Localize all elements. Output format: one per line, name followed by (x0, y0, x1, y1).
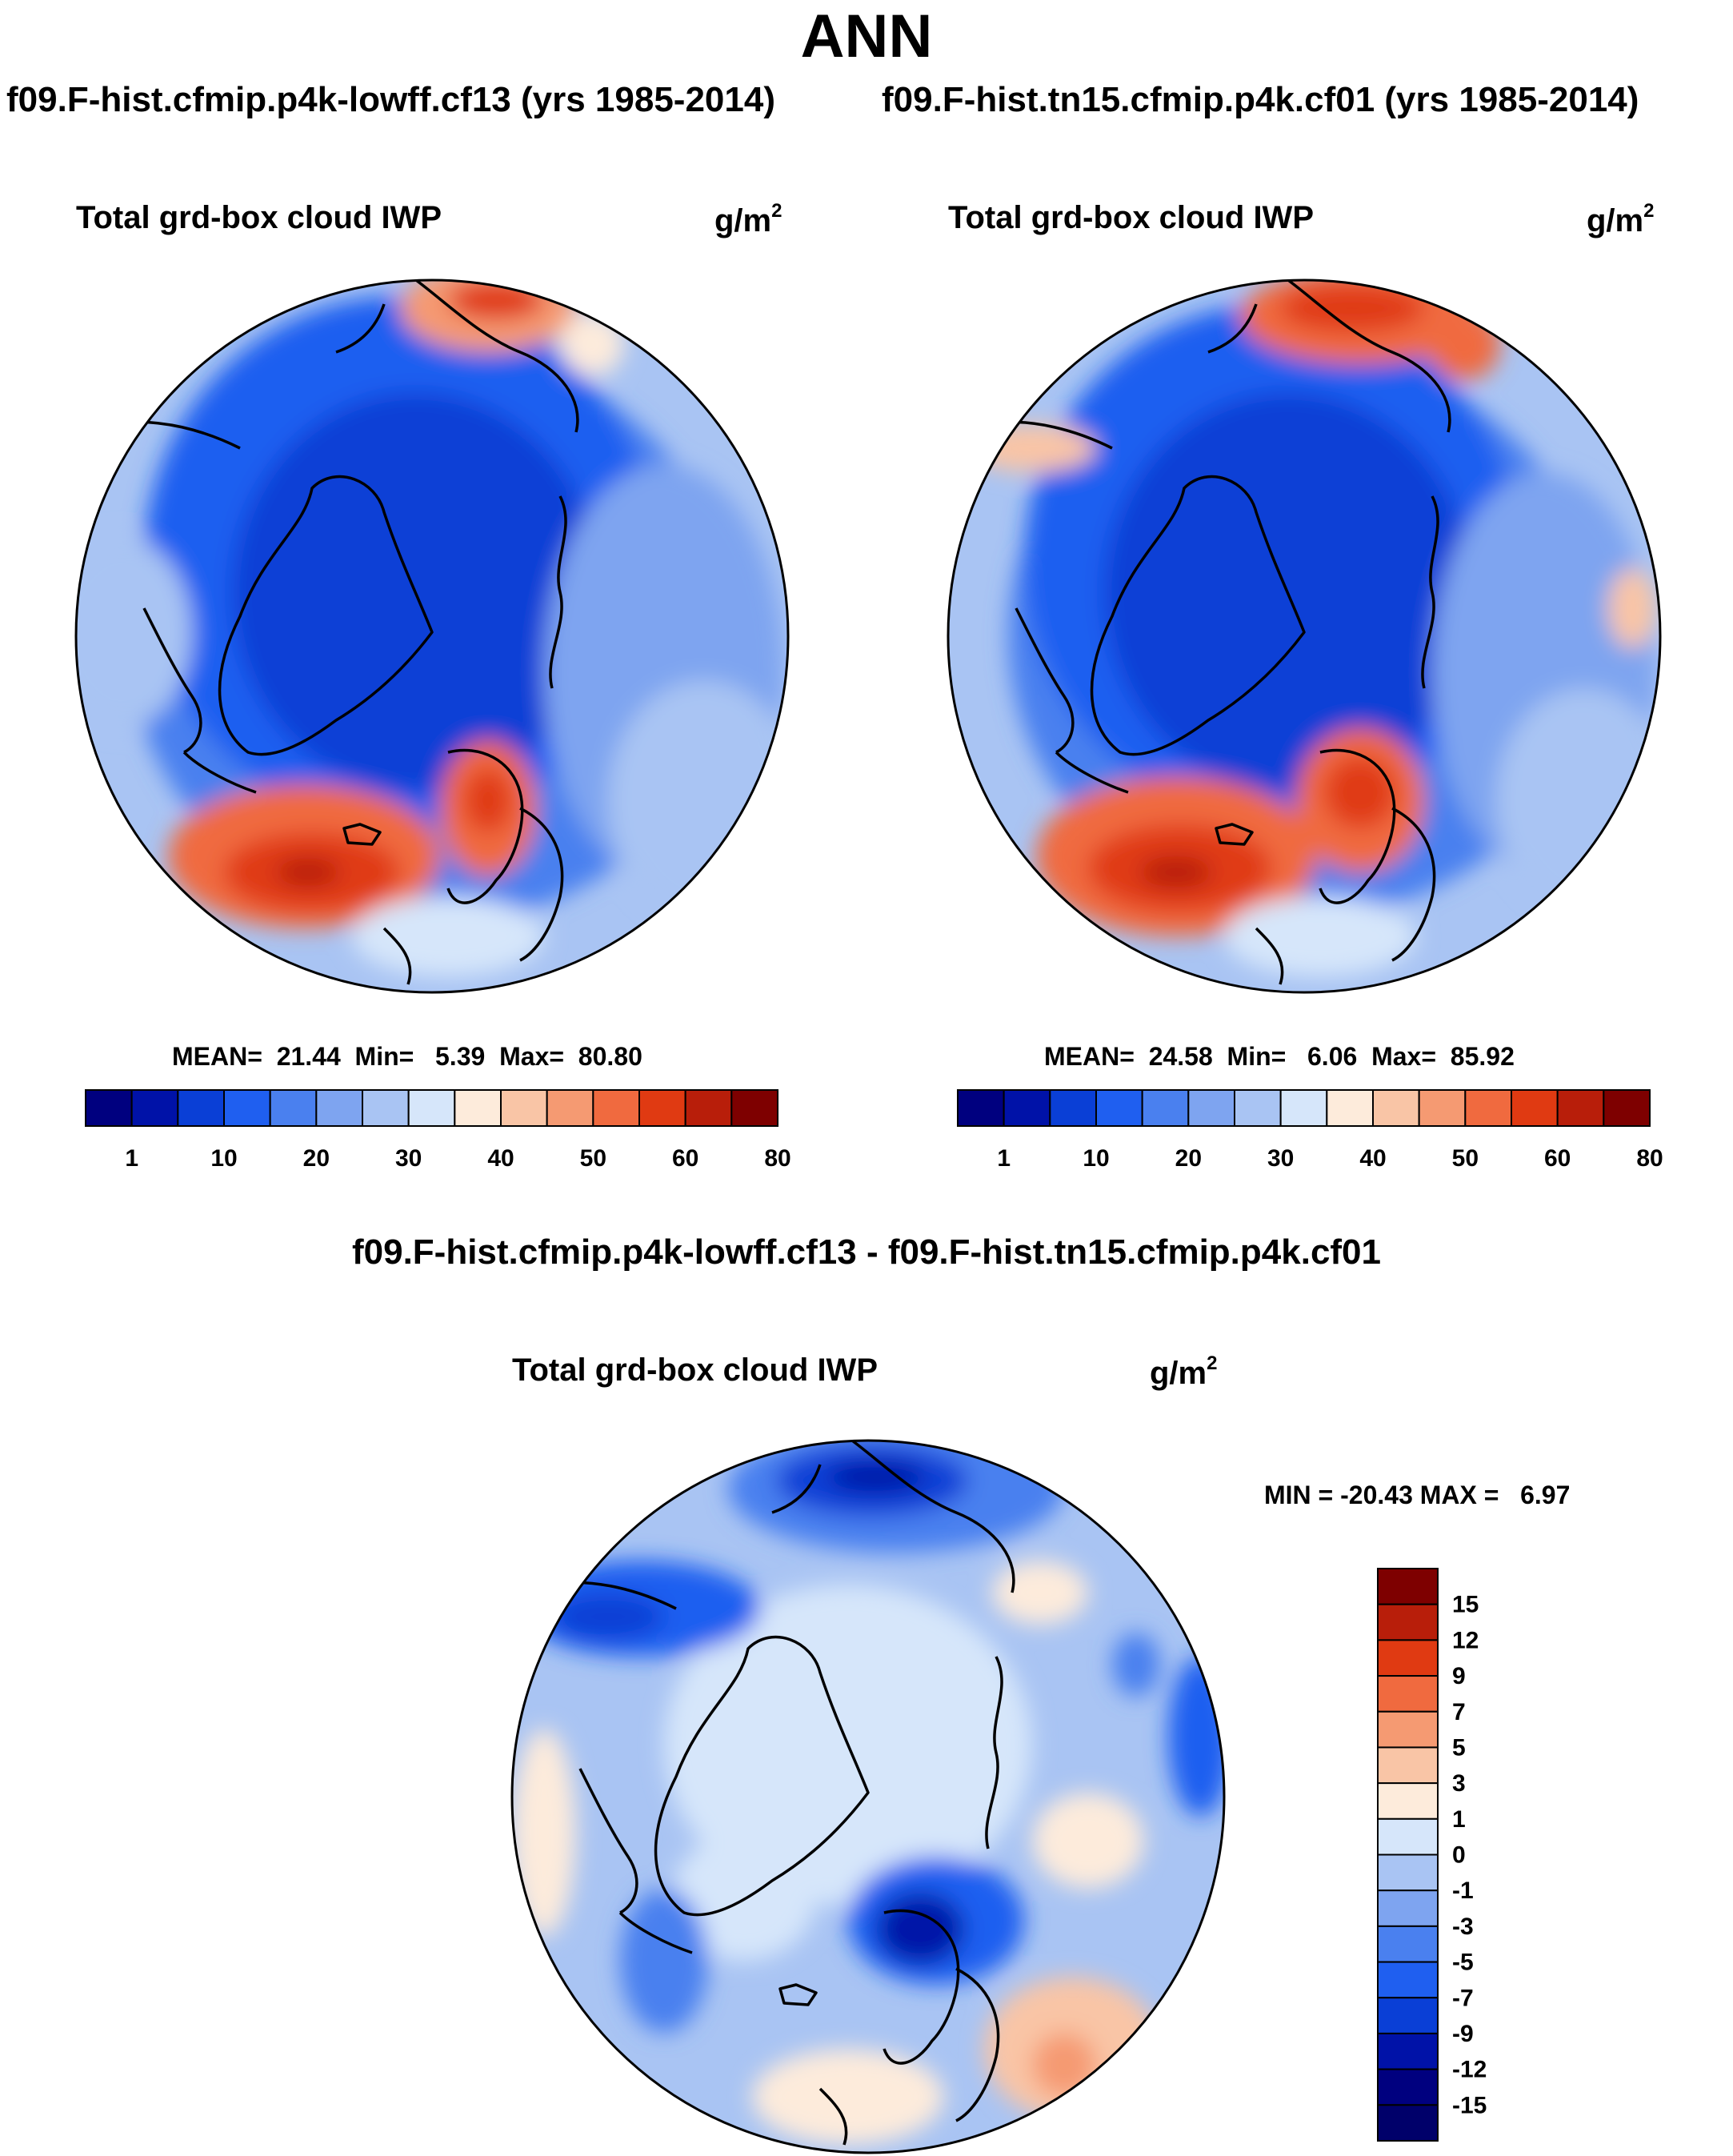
diff-colorbar: 15 12 9 7 5 3 1 0 -1 -3 -5 -7 -9 -12 -15 (1377, 1568, 1487, 2142)
colorbar-box (957, 1089, 1005, 1127)
colorbar-box (1377, 1890, 1439, 1927)
colorbar-box (1377, 2104, 1439, 2142)
colorbar-box (1187, 1089, 1236, 1127)
colorbar-box (1418, 1089, 1467, 1127)
colorbar-box (315, 1089, 364, 1127)
colorbar-tick-label: 40 (487, 1145, 514, 1172)
figure-title: ANN (800, 2, 933, 70)
colorbar-box (1603, 1089, 1651, 1127)
colorbar-box (1377, 1746, 1439, 1785)
colorbar-tick-label: 15 (1452, 1592, 1479, 1618)
diff-stats: MIN = -20.43 MAX = 6.97 (1264, 1481, 1571, 1509)
case1-variable-title: Total grd-box cloud IWP (76, 200, 442, 235)
case2-title: f09.F-hist.tn15.cfmip.p4k.cf01 (yrs 1985… (882, 80, 1639, 119)
colorbar-box (1372, 1089, 1420, 1127)
colorbar-box (1326, 1089, 1375, 1127)
colorbar-box (546, 1089, 594, 1127)
colorbar-tick-label: -12 (1452, 2057, 1487, 2083)
colorbar-box (269, 1089, 318, 1127)
colorbar-box (592, 1089, 640, 1127)
colorbar-box (1377, 1997, 1439, 2034)
colorbar-box (177, 1089, 225, 1127)
colorbar-tick-label: 20 (303, 1145, 330, 1172)
colorbar-box (1279, 1089, 1328, 1127)
colorbar-box (1377, 1710, 1439, 1749)
colorbar-tick-label: 0 (1452, 1842, 1466, 1869)
colorbar-box (1141, 1089, 1190, 1127)
diff-title: f09.F-hist.cfmip.p4k-lowff.cf13 - f09.F-… (351, 1232, 1382, 1272)
diff-variable-title: Total grd-box cloud IWP (512, 1353, 878, 1388)
colorbar-box (1049, 1089, 1098, 1127)
colorbar-box (638, 1089, 686, 1127)
colorbar-tick-label: 60 (672, 1145, 698, 1172)
colorbar-tick-label: -5 (1452, 1950, 1474, 1976)
colorbar-box (1377, 1961, 1439, 1999)
colorbar-box (1377, 1603, 1439, 1641)
colorbar-tick-label: 30 (395, 1145, 422, 1172)
colorbar-tick-label: 9 (1452, 1663, 1466, 1689)
colorbar-tick-label: 20 (1175, 1145, 1202, 1172)
colorbar-box (1003, 1089, 1051, 1127)
case1-colorbar: 1 10 20 30 40 50 60 80 (85, 1089, 791, 1172)
case2-units: g/m2 (1587, 200, 1655, 238)
colorbar-box (407, 1089, 456, 1127)
colorbar-box (85, 1089, 133, 1127)
colorbar-tick-label: -1 (1452, 1877, 1474, 1904)
colorbar-box (1556, 1089, 1605, 1127)
case2-polar-map (947, 279, 1662, 994)
colorbar-box (1377, 1568, 1439, 1605)
colorbar-tick-label: 50 (1452, 1145, 1479, 1172)
colorbar-box (1377, 1675, 1439, 1713)
colorbar-tick-label: 50 (580, 1145, 606, 1172)
colorbar-box (1377, 1639, 1439, 1677)
colorbar-box (1464, 1089, 1513, 1127)
colorbar-tick-label: 10 (210, 1145, 237, 1172)
colorbar-box (500, 1089, 548, 1127)
colorbar-tick-label: 12 (1452, 1627, 1479, 1653)
colorbar-tick-label: -9 (1452, 2021, 1474, 2047)
colorbar-box (684, 1089, 733, 1127)
colorbar-tick-label: 1 (997, 1145, 1011, 1172)
colorbar-tick-label: 40 (1359, 1145, 1386, 1172)
colorbar-box (1377, 1925, 1439, 1963)
colorbar-tick-label: -3 (1452, 1914, 1474, 1940)
colorbar-tick-label: 1 (1452, 1806, 1466, 1833)
colorbar-tick-label: 80 (1636, 1145, 1663, 1172)
case2-stats: MEAN= 24.58 Min= 6.06 Max= 85.92 (1044, 1042, 1515, 1071)
case1-title: f09.F-hist.cfmip.p4k-lowff.cf13 (yrs 198… (6, 80, 775, 119)
colorbar-tick-label: 10 (1083, 1145, 1109, 1172)
case1-units: g/m2 (714, 200, 782, 238)
colorbar-tick-label: -7 (1452, 1985, 1474, 2011)
colorbar-box (1377, 1782, 1439, 1820)
colorbar-tick-label: 60 (1544, 1145, 1571, 1172)
case2-variable-title: Total grd-box cloud IWP (948, 200, 1314, 235)
colorbar-box (1095, 1089, 1143, 1127)
colorbar-box (1511, 1089, 1559, 1127)
colorbar-box (730, 1089, 778, 1127)
colorbar-tick-label: 7 (1452, 1699, 1466, 1725)
case1-stats: MEAN= 21.44 Min= 5.39 Max= 80.80 (172, 1042, 642, 1071)
colorbar-box (1377, 2032, 1439, 2070)
diff-polar-map (510, 1439, 1226, 2154)
colorbar-tick-label: 3 (1452, 1770, 1466, 1797)
colorbar-tick-label: 5 (1452, 1734, 1466, 1761)
colorbar-box (223, 1089, 271, 1127)
case2-colorbar: 1 10 20 30 40 50 60 80 (957, 1089, 1663, 1172)
colorbar-box (1377, 2068, 1439, 2106)
colorbar-box (1377, 1817, 1439, 1856)
colorbar-box (454, 1089, 502, 1127)
colorbar-tick-label: 1 (125, 1145, 138, 1172)
colorbar-tick-label: 80 (764, 1145, 790, 1172)
case1-polar-map (74, 279, 790, 994)
colorbar-tick-label: 30 (1267, 1145, 1294, 1172)
colorbar-box (362, 1089, 410, 1127)
colorbar-tick-label: -15 (1452, 2092, 1487, 2118)
diff-units: g/m2 (1150, 1353, 1218, 1391)
colorbar-box (130, 1089, 179, 1127)
colorbar-box (1234, 1089, 1282, 1127)
colorbar-box (1377, 1853, 1439, 1892)
